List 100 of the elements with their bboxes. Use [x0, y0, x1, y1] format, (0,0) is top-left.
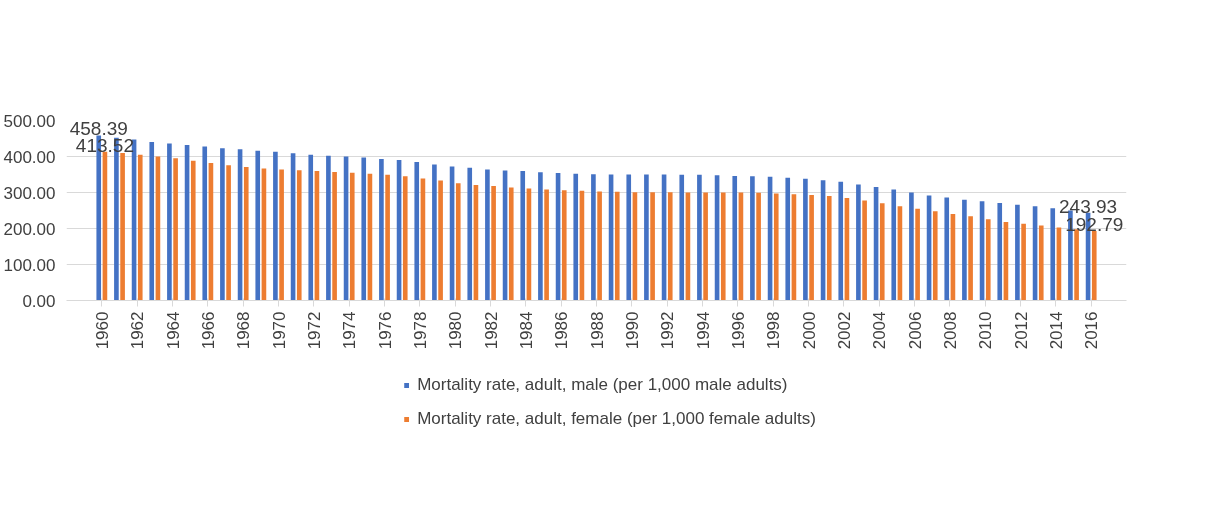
x-tick-label: 1988 [587, 311, 607, 350]
x-tick-label: 1986 [552, 311, 572, 350]
bar [308, 154, 314, 301]
bar [137, 154, 143, 301]
data-label: 458.39 [69, 118, 128, 140]
bar [614, 191, 620, 301]
y-tick-label: 200.00 [3, 219, 56, 239]
bar [279, 169, 284, 301]
bar [414, 161, 420, 301]
x-tick-label: 1996 [728, 311, 748, 350]
legend-label: Mortality rate, adult, female (per 1,000 female adults) [417, 409, 816, 429]
x-tick-label: 2002 [834, 311, 854, 350]
bar [455, 183, 461, 301]
x-tick-label: 1976 [375, 311, 395, 350]
bar [909, 192, 914, 301]
bar [891, 189, 897, 301]
x-tick-label: 2010 [976, 311, 996, 350]
bar [173, 158, 178, 301]
bar [968, 216, 973, 301]
bar [273, 151, 278, 301]
x-tick-label: 2000 [799, 311, 819, 350]
bar [349, 172, 355, 301]
bar [732, 175, 738, 301]
x-tick-label: 2012 [1011, 311, 1031, 350]
x-tick-label: 1990 [622, 311, 642, 350]
x-tick-label: 2008 [940, 311, 960, 350]
bar [202, 146, 208, 301]
bar [826, 196, 832, 301]
bar [720, 192, 726, 301]
bar [985, 219, 991, 301]
bar [773, 193, 779, 301]
bar [803, 178, 808, 301]
bar [432, 164, 437, 301]
bar [667, 192, 673, 301]
bar [838, 181, 844, 301]
bar [385, 174, 390, 301]
bar [809, 195, 814, 301]
y-tick-label: 100.00 [3, 255, 56, 275]
x-tick-label: 1978 [410, 311, 430, 350]
y-tick-label: 300.00 [3, 183, 56, 203]
x-tick-label: 1972 [304, 311, 324, 350]
bar [538, 172, 543, 301]
bar [1015, 204, 1020, 301]
bar [997, 202, 1003, 301]
bar [626, 174, 632, 301]
bar [120, 152, 125, 301]
x-tick-label: 1966 [198, 311, 218, 350]
bar [167, 143, 172, 301]
y-tick-label: 400.00 [3, 147, 56, 167]
y-tick-label: 500.00 [3, 111, 56, 131]
bar [149, 142, 155, 301]
x-tick-label: 1964 [163, 311, 183, 350]
x-tick-label: 1984 [516, 311, 536, 350]
bar [644, 174, 649, 301]
bar [1021, 223, 1026, 301]
bar [785, 177, 791, 301]
bar [467, 167, 473, 301]
bar [597, 191, 602, 301]
bar [697, 174, 702, 301]
bar [296, 170, 302, 301]
bar [756, 192, 761, 301]
x-tick-label: 1960 [92, 311, 112, 350]
bar [226, 165, 231, 301]
bar [243, 166, 249, 301]
bar [650, 192, 655, 301]
bar [520, 170, 526, 301]
bar [332, 171, 337, 301]
bar [1074, 229, 1079, 301]
bar [379, 159, 384, 301]
x-tick-label: 1980 [446, 311, 466, 350]
bar [679, 174, 685, 301]
x-tick-label: 1968 [234, 311, 254, 350]
bar [508, 187, 514, 301]
bar [703, 192, 708, 301]
x-tick-label: 2006 [905, 311, 925, 350]
x-tick-label: 2014 [1046, 311, 1066, 350]
x-tick-label: 2016 [1082, 311, 1102, 350]
bar [220, 148, 225, 301]
x-tick-label: 1970 [269, 311, 289, 350]
bar [326, 155, 331, 301]
bar [932, 211, 938, 301]
bar [915, 208, 920, 301]
x-tick-label: 1992 [658, 311, 678, 350]
bar [591, 174, 596, 301]
bar [561, 190, 567, 301]
bar [856, 184, 861, 301]
x-tick-label: 1974 [340, 311, 360, 350]
x-tick-label: 1982 [481, 311, 501, 350]
bar [544, 189, 549, 301]
bar [1091, 231, 1097, 301]
bar [750, 176, 755, 301]
y-tick-label: 0.00 [22, 291, 56, 311]
bar [485, 169, 490, 301]
bar [1038, 225, 1044, 301]
bar [190, 160, 196, 301]
bar [879, 203, 885, 301]
x-tick-label: 1962 [128, 311, 148, 350]
bar [361, 157, 367, 301]
bar [944, 197, 950, 301]
data-label: 243.93 [1059, 195, 1118, 217]
